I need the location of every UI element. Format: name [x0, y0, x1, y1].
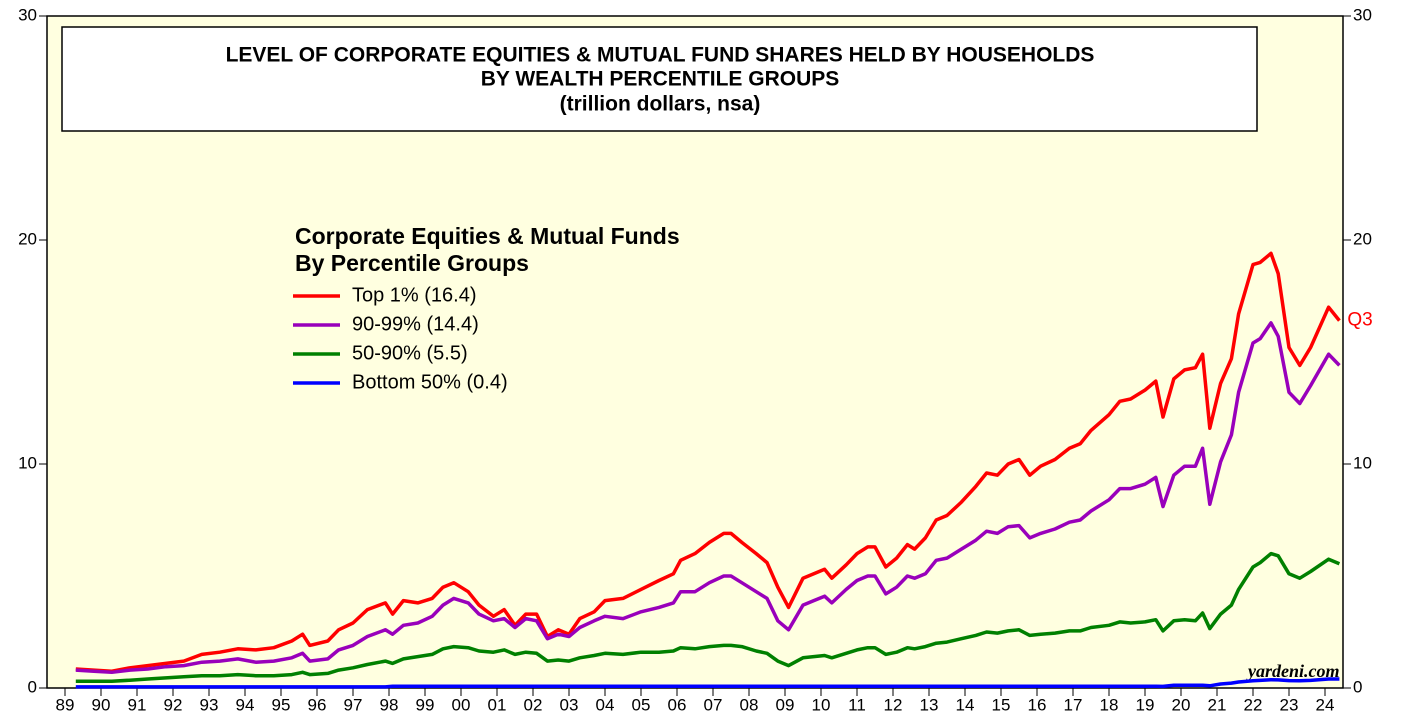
- x-tick-label: 06: [668, 695, 687, 714]
- x-tick-label: 11: [848, 695, 866, 714]
- legend-label: 50-90% (5.5): [352, 342, 468, 364]
- chart-title: LEVEL OF CORPORATE EQUITIES & MUTUAL FUN…: [226, 44, 1095, 67]
- legend-label: Top 1% (16.4): [352, 284, 477, 306]
- x-tick-label: 08: [740, 695, 759, 714]
- x-tick-label: 18: [1100, 695, 1119, 714]
- x-tick-label: 89: [56, 695, 75, 714]
- title-box: [61, 26, 1258, 132]
- x-tick-label: 07: [704, 695, 723, 714]
- x-tick-label: 94: [236, 695, 255, 714]
- x-tick-label: 22: [1244, 695, 1263, 714]
- x-tick-label: 19: [1136, 695, 1155, 714]
- unit-label: (trillion dollars, nsa): [560, 93, 761, 116]
- y2-tick-label: 20: [1353, 229, 1372, 248]
- x-tick-label: 98: [380, 695, 399, 714]
- source-note: yardeni.com: [1246, 661, 1340, 681]
- legend-title: Corporate Equities & Mutual Funds: [295, 223, 680, 249]
- x-tick-label: 13: [920, 695, 939, 714]
- y-tick-label: 10: [18, 453, 37, 472]
- end-annotation: Q3: [1347, 310, 1372, 331]
- y-tick-label: 30: [18, 5, 37, 24]
- y-tick-label: 0: [28, 677, 37, 696]
- x-tick-label: 92: [164, 695, 183, 714]
- x-tick-label: 90: [92, 695, 111, 714]
- legend-label: 90-99% (14.4): [352, 313, 479, 335]
- x-tick-label: 91: [128, 695, 147, 714]
- x-tick-label: 24: [1316, 695, 1335, 714]
- series-line: [75, 551, 1341, 684]
- series-line: [75, 321, 1341, 675]
- x-tick-label: 23: [1280, 695, 1299, 714]
- x-tick-label: 16: [1028, 695, 1047, 714]
- x-tick-label: 95: [272, 695, 291, 714]
- x-tick-label: 21: [1208, 695, 1227, 714]
- y2-tick-label: 0: [1353, 677, 1362, 696]
- x-tick-label: 17: [1064, 695, 1083, 714]
- series-line: [75, 677, 1340, 689]
- x-tick-label: 97: [344, 695, 363, 714]
- y2-tick-label: 10: [1353, 453, 1372, 472]
- x-tick-label: 20: [1172, 695, 1191, 714]
- x-tick-label: 04: [596, 695, 615, 714]
- y2-tick-label: 30: [1353, 5, 1372, 24]
- legend-title: By Percentile Groups: [295, 250, 529, 276]
- x-tick-label: 03: [560, 695, 579, 714]
- x-tick-label: 10: [812, 695, 831, 714]
- x-tick-label: 09: [776, 695, 795, 714]
- x-tick-label: 96: [308, 695, 327, 714]
- series-line: [75, 251, 1341, 673]
- y-tick-label: 20: [18, 229, 37, 248]
- x-tick-label: 93: [200, 695, 219, 714]
- x-tick-label: 01: [488, 695, 507, 714]
- x-tick-label: 02: [524, 695, 543, 714]
- x-tick-label: 05: [632, 695, 651, 714]
- x-tick-label: 15: [992, 695, 1011, 714]
- x-tick-label: 14: [956, 695, 975, 714]
- legend-label: Bottom 50% (0.4): [352, 371, 508, 393]
- x-tick-label: 99: [416, 695, 435, 714]
- x-tick-label: 12: [884, 695, 903, 714]
- chart-subtitle: BY WEALTH PERCENTILE GROUPS: [481, 68, 840, 91]
- x-tick-label: 00: [452, 695, 471, 714]
